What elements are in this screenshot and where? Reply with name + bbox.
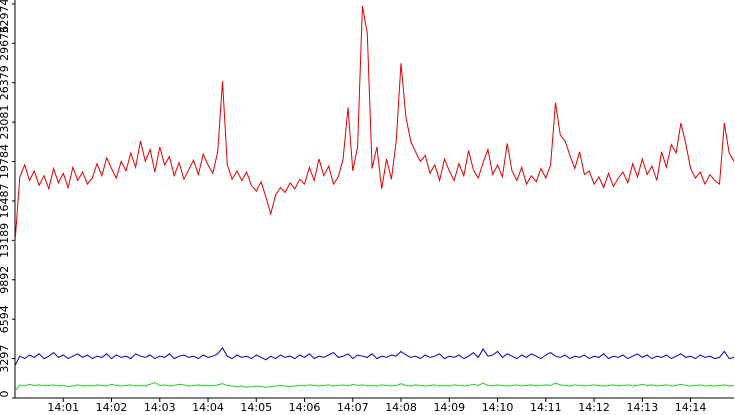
x-tick-label: 14:09 [433,401,465,414]
y-tick-label: 23081 [0,105,11,140]
x-tick-label: 14:07 [337,401,369,414]
y-tick-label: 0 [0,391,11,398]
y-tick-label: 9892 [0,266,11,294]
series-line [14,5,735,243]
y-tick-label: 16487 [0,183,11,218]
x-tick-label: 14:10 [482,401,514,414]
x-tick-label: 14:14 [675,401,707,414]
x-tick-label: 14:02 [96,401,128,414]
x-tick-label: 14:06 [289,401,321,414]
y-tick-label: 26379 [0,65,11,100]
series-line [14,381,735,392]
x-tick-label: 14:08 [385,401,417,414]
y-tick-label: 19784 [0,144,11,179]
x-tick-label: 14:05 [240,401,272,414]
series-line [14,346,735,366]
x-tick-label: 14:12 [578,401,610,414]
x-tick-label: 14:04 [192,401,224,414]
y-tick-label: 29676 [0,26,11,61]
y-tick-label: 32974 [0,0,11,34]
y-tick-label: 3297 [0,345,11,373]
x-tick-label: 14:01 [47,401,79,414]
x-tick-label: 14:03 [144,401,176,414]
x-tick-label: 14:11 [530,401,562,414]
y-tick-label: 13189 [0,223,11,258]
x-tick-label: 14:13 [626,401,658,414]
y-tick-label: 6594 [0,305,11,333]
